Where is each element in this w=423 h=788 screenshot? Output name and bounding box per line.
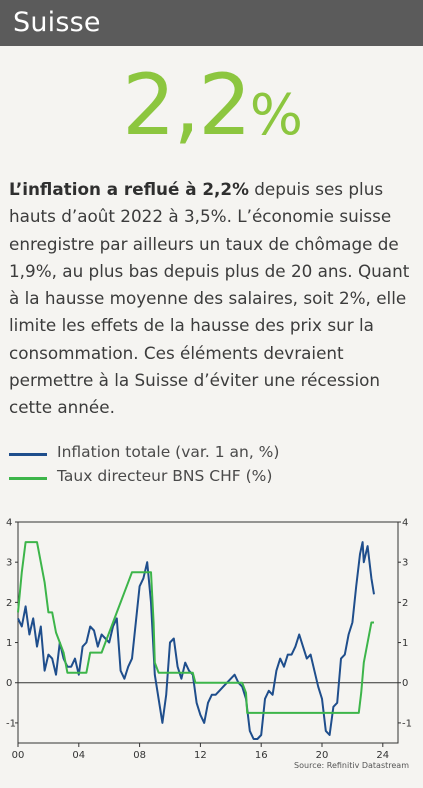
y-tick-label-right: 3	[402, 558, 408, 569]
highlight-number: 2,2%	[0, 50, 423, 171]
legend-swatch-taux	[9, 477, 47, 480]
y-tick-label-right: 1	[402, 638, 408, 649]
x-tick-label: 20	[316, 750, 329, 760]
header-title: Suisse	[13, 7, 101, 38]
x-tick-label: 24	[376, 750, 389, 760]
x-tick-label: 00	[12, 750, 25, 760]
line-chart: -1 -10 01 12 23 34 400 04 08 12 16 20 24	[6, 518, 412, 761]
x-tick-label: 08	[133, 750, 146, 760]
source-note: Source: Refinitiv Datastream	[294, 761, 409, 770]
y-tick-label-right: 0	[402, 678, 408, 689]
x-tick-label: 04	[72, 750, 85, 760]
x-tick-label: 12	[194, 750, 207, 760]
y-tick-label-left: 2	[6, 598, 12, 609]
body-text: depuis ses plus hauts d’août 2022 à 3,5%…	[9, 179, 410, 418]
series-line-inflation	[17, 541, 375, 740]
highlight-value: 2,2	[122, 56, 252, 154]
body-paragraph: L’inflation a reflué à 2,2% depuis ses p…	[9, 176, 419, 422]
y-tick-label-right: -1	[402, 718, 412, 729]
plot-frame	[17, 521, 399, 744]
series-line-taux	[17, 541, 374, 714]
highlight-unit: %	[249, 83, 303, 148]
y-tick-label-left: 0	[6, 678, 12, 689]
y-tick-label-left: 3	[6, 558, 12, 569]
legend-item-inflation: Inflation totale (var. 1 an, %)	[9, 443, 409, 465]
y-tick-label-right: 4	[402, 518, 408, 529]
y-tick-label-right: 2	[402, 598, 408, 609]
y-tick-label-left: 4	[6, 518, 12, 529]
chart-series	[17, 541, 375, 740]
header-bar: Suisse	[0, 0, 423, 46]
y-tick-label-left: 1	[6, 638, 12, 649]
legend-item-taux: Taux directeur BNS CHF (%)	[9, 467, 409, 489]
y-tick-label-left: -1	[6, 718, 16, 729]
legend-label-inflation: Inflation totale (var. 1 an, %)	[57, 443, 280, 461]
legend-swatch-inflation	[9, 453, 47, 456]
legend-label-taux: Taux directeur BNS CHF (%)	[57, 467, 273, 485]
chart-axes: -1 -10 01 12 23 34 400 04 08 12 16 20 24	[6, 518, 412, 761]
x-tick-label: 16	[255, 750, 268, 760]
body-bold-lead: L’inflation a reflué à 2,2%	[9, 179, 249, 199]
